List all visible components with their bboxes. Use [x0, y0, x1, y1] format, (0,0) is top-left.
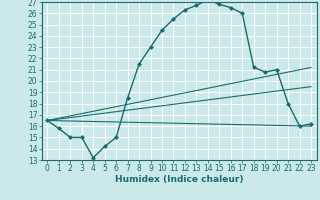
X-axis label: Humidex (Indice chaleur): Humidex (Indice chaleur) [115, 175, 244, 184]
